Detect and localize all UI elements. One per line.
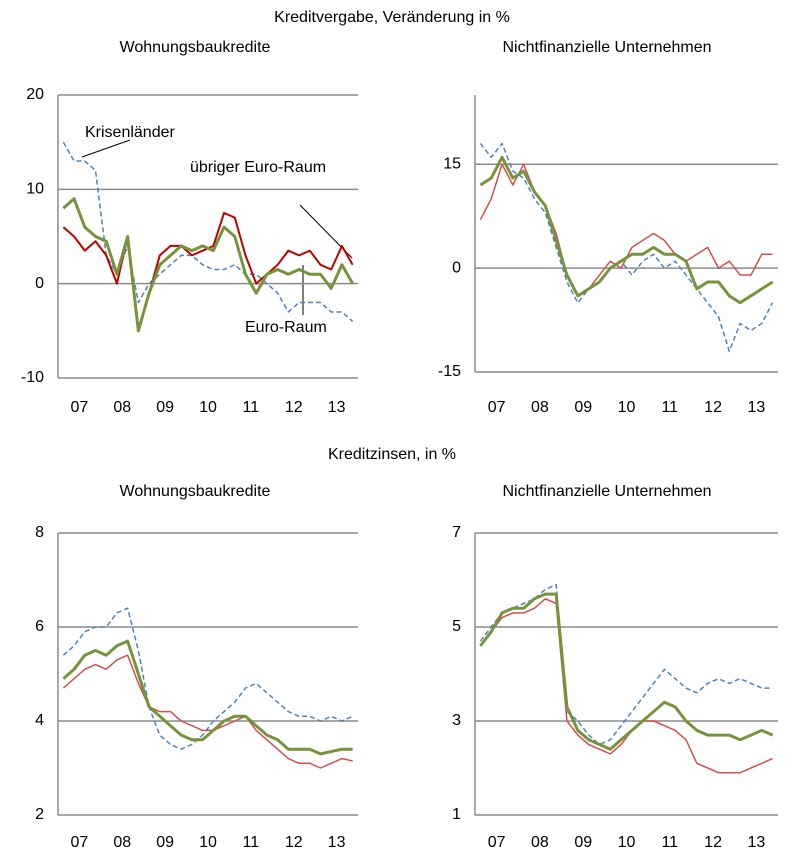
section-title: Kreditzinsen, in % [328,446,456,463]
x-tick-label: 13 [328,399,346,416]
x-tick-label: 08 [113,834,131,851]
y-tick-label: -15 [438,363,461,380]
y-tick-label: 15 [443,155,461,172]
x-tick-label: 11 [661,399,678,416]
x-tick-label: 08 [531,399,549,416]
series-line [479,598,773,774]
y-tick-label: 2 [35,806,44,823]
x-tick-label: 12 [704,834,722,851]
x-tick-label: 10 [199,834,217,851]
series-line [62,607,353,750]
series-line [62,639,353,756]
x-tick-label: 07 [71,399,89,416]
y-tick-label: 5 [452,618,461,635]
x-tick-label: 09 [574,399,592,416]
x-tick-label: 13 [747,834,765,851]
series-line [62,654,353,769]
x-tick-label: 07 [71,834,89,851]
y-tick-label: 10 [26,181,44,198]
x-tick-label: 11 [661,834,678,851]
x-tick-label: 11 [243,834,260,851]
y-tick-label: 7 [452,524,461,541]
x-tick-label: 12 [285,399,303,416]
chart-title: Wohnungsbaukredite [120,39,271,56]
x-tick-label: 07 [488,834,506,851]
x-tick-label: 09 [574,834,592,851]
y-tick-label: 20 [26,86,44,103]
y-tick-label: 0 [35,275,44,292]
series-line [479,155,774,305]
annotation: Euro-Raum [245,319,327,336]
x-tick-label: 13 [328,834,346,851]
series-line [479,163,773,297]
y-tick-label: 4 [35,712,44,729]
leader-line [81,139,131,158]
x-tick-label: 12 [704,399,722,416]
x-tick-label: 10 [618,834,636,851]
y-tick-label: 0 [452,259,461,276]
x-tick-label: 09 [156,834,174,851]
y-tick-label: 1 [452,806,461,823]
series-line [62,211,354,332]
chart-title: Nichtfinanzielle Unternehmen [503,39,712,56]
section-title: Kreditvergabe, Veränderung in % [274,9,510,26]
x-tick-label: 10 [618,399,636,416]
series-line [479,583,773,746]
x-tick-label: 10 [199,399,217,416]
series-line [62,197,354,333]
chart-title: Wohnungsbaukredite [120,483,271,500]
x-tick-label: 11 [243,399,260,416]
annotation: übriger Euro-Raum [190,159,326,176]
y-tick-label: 8 [35,524,44,541]
series-line [62,141,354,322]
chart-title: Nichtfinanzielle Unternehmen [503,483,712,500]
y-tick-label: -10 [21,369,44,386]
y-tick-label: 6 [35,618,44,635]
x-tick-label: 13 [747,399,765,416]
x-tick-label: 07 [488,399,506,416]
series-line [479,142,774,352]
x-tick-label: 08 [531,834,549,851]
x-tick-label: 08 [113,399,131,416]
x-tick-label: 12 [285,834,303,851]
series-line [479,592,774,751]
x-tick-label: 09 [156,399,174,416]
y-tick-label: 3 [452,712,461,729]
annotation: Krisenländer [85,124,176,141]
